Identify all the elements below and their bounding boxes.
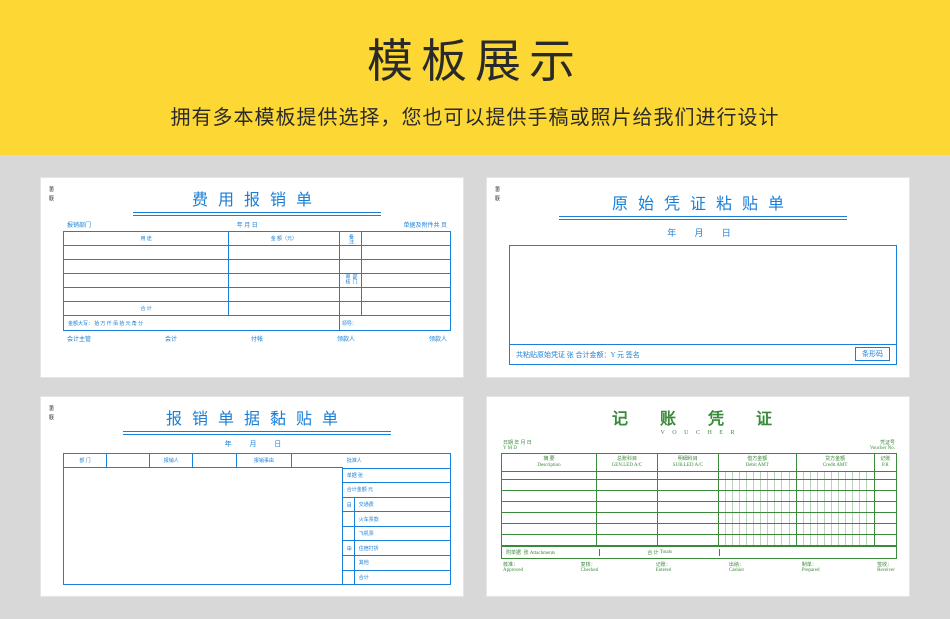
th-remark: 备注 [340,232,363,245]
foot-d: 领款人 [337,334,355,343]
row-6: 其他 [355,556,450,570]
receipt-table: 部 门 报销人 报销事由 批准人 单据 张 合计金额 元 自交通费 火车票 [63,453,451,585]
amount-words: 金额大写： 拾 万 仟 佰 拾 元 角 分 [64,316,340,330]
side-tab: 第二联 [47,405,54,420]
date-line: 年 月 日 [63,439,451,449]
th-purpose: 用 途 [64,232,229,245]
side-tab: 第二联 [47,186,54,201]
meta-row: 日期 年 月 日Y M D 凭证号Voucher No. [501,439,897,453]
attach: 附单据 [506,549,521,556]
th-gl-en: GEN.LED A/C [612,463,643,469]
total: 合 计 [647,549,658,556]
th-dr-en: Debit AMT [746,463,769,469]
template-grid: 第二联 费用报销单 报销部门 年 月 日 单据及附件共 页 用 途 金 额（元）… [0,155,950,619]
th-sl-en: SUB.LED A/C [673,463,703,469]
meta-no-en: Voucher No. [870,446,895,451]
total-en: Totals [660,550,672,555]
row-7: 合计 [355,571,450,585]
foot-e: 领款人 [429,334,447,343]
side-tab: 第二联 [493,186,500,201]
f-c-en: Entered [656,568,672,573]
foot-c: 付帐 [251,334,263,343]
paste-area: 共粘贴原始凭证 张 合计金额：Y 元 签名 条形码 [509,245,897,365]
th-person: 报销人 [150,454,193,467]
meta-date: 年 月 日 [237,220,258,229]
f-b-en: Checked [581,568,599,573]
row-3: 火车票款 [355,512,450,526]
meta-row: 报销部门 年 月 日 单据及附件共 页 [63,220,451,231]
sum-label: 合 计 [64,302,229,315]
th-cr-en: Credit AMT [823,463,848,469]
f-e-en: Prepared [802,568,820,573]
row-2: 交通费 [355,498,450,512]
row-5: 住宿打折 [355,541,450,555]
card-title: 原始凭证粘贴单 [559,190,847,217]
template-card-voucher-paste: 第二联 原始凭证粘贴单 年 月 日 共粘贴原始凭证 张 合计金额：Y 元 签名 … [486,177,910,378]
template-card-expense: 第二联 费用报销单 报销部门 年 月 日 单据及附件共 页 用 途 金 额（元）… [40,177,464,378]
approver: 批准人 [343,454,450,468]
foot-text: 共粘贴原始凭证 张 合计金额：Y 元 签名 [516,350,640,360]
card-subtitle: V O U C H E R [501,430,897,436]
expense-table: 用 途 金 额（元） 备注 部门审核 合 计 金额大写： 拾 万 仟 佰 拾 元… [63,231,451,331]
row-1: 合计金额 元 [343,483,450,497]
template-card-receipt-paste: 第二联 报销单据黏贴单 年 月 日 部 门 报销人 报销事由 [40,396,464,597]
th-dept: 部 门 [64,454,107,467]
voucher-table: 摘 要Description 总账科目GEN.LED A/C 明细科目SUB.L… [501,453,897,559]
barcode-box: 条形码 [855,347,890,361]
attach2: 张 Attachments [524,549,556,556]
banner: 模板展示 拥有多本模板提供选择，您也可以提供手稿或照片给我们进行设计 [0,0,950,155]
row-0: 单据 张 [343,469,450,483]
th-pz-en: P.R [882,463,889,469]
meta-attach: 单据及附件共 页 [403,220,447,229]
f-d-en: Cashier [729,568,744,573]
banner-subtitle: 拥有多本模板提供选择，您也可以提供手稿或照片给我们进行设计 [171,101,780,130]
foot-b: 会计 [165,334,177,343]
banner-title: 模板展示 [367,25,583,91]
card-title: 记 账 凭 证 [501,405,897,429]
foot-a: 会计主管 [67,334,91,343]
right-col: 批准人 单据 张 合计金额 元 自交通费 火车票款 飞机票 申住宿打折 其他 合… [343,454,450,584]
th-dept-check: 部门审核 [340,274,363,287]
template-card-journal-voucher: 记 账 凭 证 V O U C H E R 日期 年 月 日Y M D 凭证号V… [486,396,910,597]
lab-2: 申 [343,541,355,555]
card-title: 费用报销单 [133,186,381,213]
th-amount: 金 额（元） [229,232,339,245]
foot-line: 共粘贴原始凭证 张 合计金额：Y 元 签名 条形码 [510,344,896,364]
th-reason: 报销事由 [237,454,293,467]
meta-dept: 报销部门 [67,220,91,229]
th-desc-en: Description [537,463,560,469]
date-line: 年 月 日 [509,226,897,239]
f-a-en: Approved [503,568,523,573]
foot-row: 会计主管 会计 付帐 领款人 领款人 [63,331,451,343]
f-f-en: Receiver [877,568,895,573]
card-title: 报销单据黏贴单 [123,405,391,432]
leader: 领导： [340,316,450,330]
meta-date-en: Y M D [503,446,517,451]
lab-1: 自 [343,498,355,512]
foot-row: 核准：Approved 复核：Checked 记账：Entered 出纳：Cas… [501,559,897,573]
row-4: 飞机票 [355,527,450,541]
